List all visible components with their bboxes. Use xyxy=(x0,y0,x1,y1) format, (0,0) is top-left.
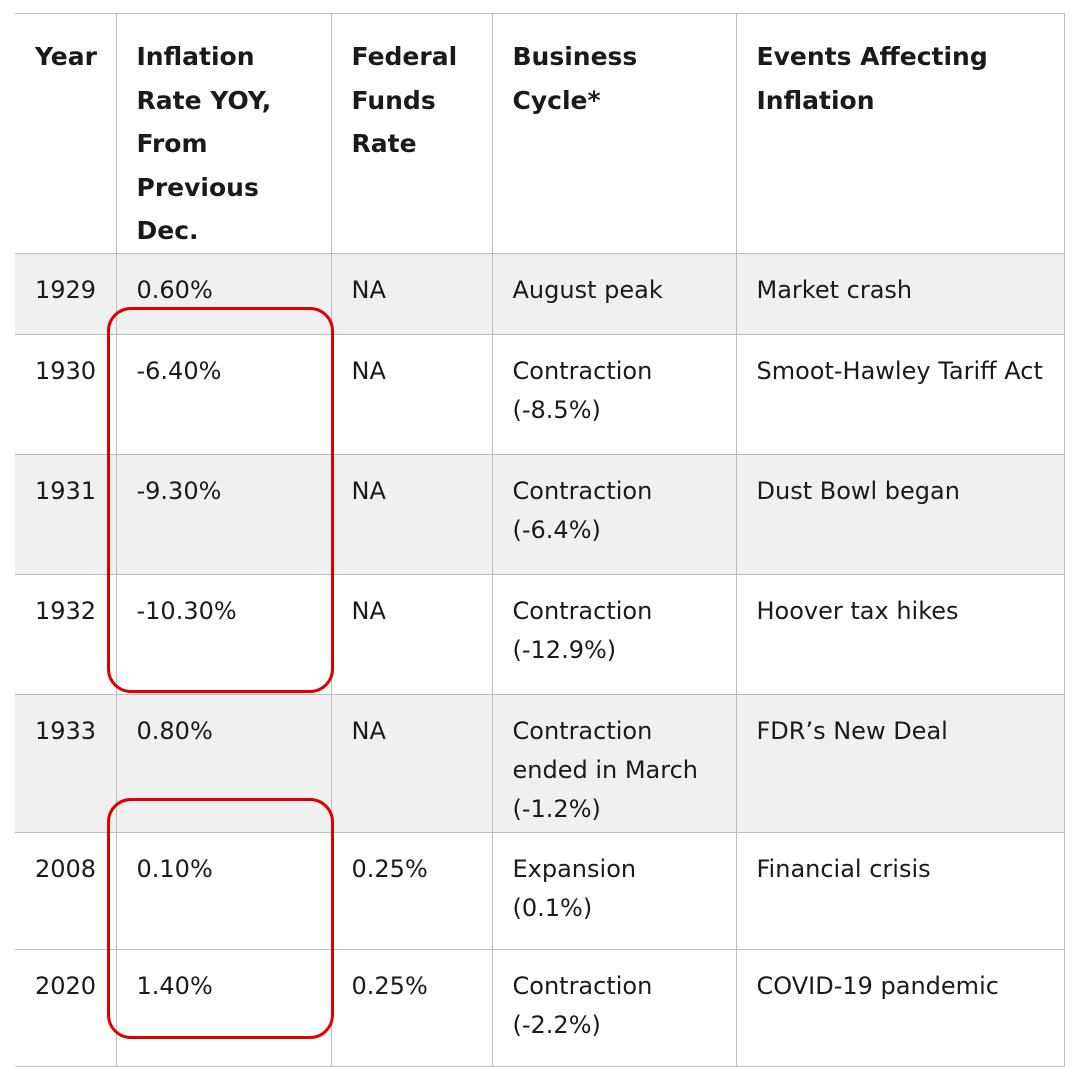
cell-inflation-rate: -6.40% xyxy=(115,333,332,455)
cell-events: Hoover tax hikes xyxy=(735,573,1065,695)
cell-federal-funds-rate: NA xyxy=(330,693,493,833)
table-row: 2008 0.10% 0.25% Expansion (0.1%) Financ… xyxy=(15,831,1065,950)
table-row: 1932 -10.30% NA Contraction (-12.9%) Hoo… xyxy=(15,573,1065,695)
cell-year: 1932 xyxy=(15,573,117,695)
cell-year: 2008 xyxy=(15,831,117,950)
cell-business-cycle: Contraction (-2.2%) xyxy=(491,948,737,1067)
cell-federal-funds-rate: NA xyxy=(330,333,493,455)
inflation-history-table: Year Inflation Rate YOY, From Previous D… xyxy=(15,13,1065,1067)
cell-year: 1933 xyxy=(15,693,117,833)
cell-events: Market crash xyxy=(735,252,1065,335)
cell-business-cycle: Contraction (-8.5%) xyxy=(491,333,737,455)
cell-inflation-rate: -10.30% xyxy=(115,573,332,695)
cell-inflation-rate: 0.10% xyxy=(115,831,332,950)
cell-business-cycle: August peak xyxy=(491,252,737,335)
cell-business-cycle: Contraction (-12.9%) xyxy=(491,573,737,695)
table-row: 2020 1.40% 0.25% Contraction (-2.2%) COV… xyxy=(15,948,1065,1067)
cell-federal-funds-rate: NA xyxy=(330,453,493,575)
header-inflation-rate: Inflation Rate YOY, From Previous Dec. xyxy=(115,13,332,254)
cell-federal-funds-rate: NA xyxy=(330,573,493,695)
cell-federal-funds-rate: 0.25% xyxy=(330,948,493,1067)
cell-events: Financial crisis xyxy=(735,831,1065,950)
cell-federal-funds-rate: NA xyxy=(330,252,493,335)
cell-business-cycle: Expansion (0.1%) xyxy=(491,831,737,950)
header-federal-funds-rate: Federal Funds Rate xyxy=(330,13,493,254)
table-row: 1931 -9.30% NA Contraction (-6.4%) Dust … xyxy=(15,453,1065,575)
cell-events: Dust Bowl began xyxy=(735,453,1065,575)
cell-events: FDR’s New Deal xyxy=(735,693,1065,833)
header-events: Events Affecting Inflation xyxy=(735,13,1065,254)
cell-events: COVID-19 pandemic xyxy=(735,948,1065,1067)
cell-inflation-rate: -9.30% xyxy=(115,453,332,575)
inflation-table-container: Year Inflation Rate YOY, From Previous D… xyxy=(15,13,1065,1067)
cell-inflation-rate: 0.80% xyxy=(115,693,332,833)
cell-year: 2020 xyxy=(15,948,117,1067)
table-row: 1930 -6.40% NA Contraction (-8.5%) Smoot… xyxy=(15,333,1065,455)
cell-year: 1929 xyxy=(15,252,117,335)
table-header-row: Year Inflation Rate YOY, From Previous D… xyxy=(15,13,1065,254)
cell-federal-funds-rate: 0.25% xyxy=(330,831,493,950)
cell-business-cycle: Contraction (-6.4%) xyxy=(491,453,737,575)
header-business-cycle: Business Cycle* xyxy=(491,13,737,254)
cell-inflation-rate: 0.60% xyxy=(115,252,332,335)
cell-events: Smoot-Hawley Tariff Act xyxy=(735,333,1065,455)
cell-year: 1930 xyxy=(15,333,117,455)
cell-business-cycle: Contraction ended in March (-1.2%) xyxy=(491,693,737,833)
header-year: Year xyxy=(15,13,117,254)
table-row: 1933 0.80% NA Contraction ended in March… xyxy=(15,693,1065,833)
cell-year: 1931 xyxy=(15,453,117,575)
cell-inflation-rate: 1.40% xyxy=(115,948,332,1067)
table-row: 1929 0.60% NA August peak Market crash xyxy=(15,252,1065,335)
